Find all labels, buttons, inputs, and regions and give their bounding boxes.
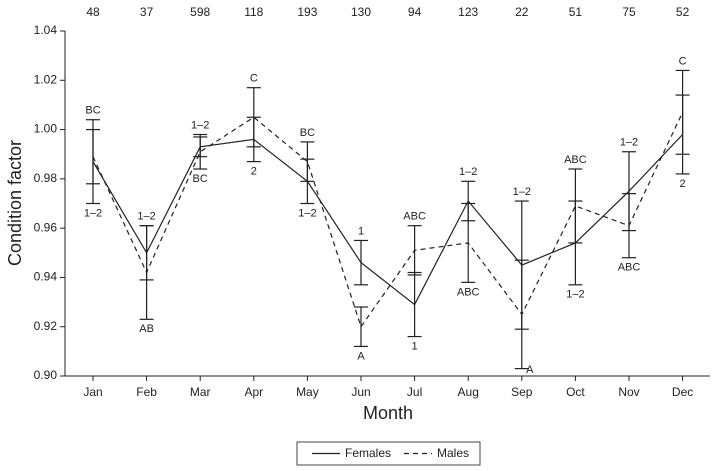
annotation-above: BC (300, 127, 315, 139)
error-bar (461, 202, 476, 283)
sample-size: 52 (676, 5, 690, 19)
annotation-above: 1–2 (191, 119, 209, 131)
sample-size: 598 (190, 5, 210, 19)
annotation-below: ABC (618, 262, 641, 274)
annotation-below: ABC (457, 286, 480, 298)
error-bar (407, 271, 422, 338)
error-bar (514, 259, 529, 370)
sample-size: 51 (569, 5, 583, 19)
y-tick-label: 1.00 (34, 122, 58, 136)
annotation-above: C (250, 73, 258, 85)
error-bar (568, 168, 583, 244)
error-bar (139, 225, 154, 320)
annotation-above: ABC (564, 154, 587, 166)
y-tick-label: 1.02 (34, 72, 58, 86)
annotation-below: 1–2 (298, 207, 316, 219)
error-bar (86, 128, 100, 185)
x-tick-label: Apr (244, 385, 263, 399)
sample-size: 193 (297, 5, 317, 19)
sample-size: 37 (140, 5, 154, 19)
sample-size: 123 (458, 5, 478, 19)
x-tick-label: Jan (83, 385, 102, 399)
y-axis-title: Condition factor (5, 140, 25, 266)
x-tick-label: Nov (618, 385, 639, 399)
x-tick-label: Jun (351, 385, 370, 399)
error-bar (407, 225, 422, 276)
annotation-below: A (357, 350, 365, 362)
x-tick-label: Feb (136, 385, 157, 399)
sample-size: 22 (515, 5, 529, 19)
legend-label: Males (437, 446, 469, 460)
annotation-above: 1–2 (620, 137, 638, 149)
x-axis-title: Month (363, 403, 413, 423)
annotation-above: BC (85, 105, 100, 117)
annotation-above: C (679, 55, 687, 67)
annotation-above: 1–2 (137, 211, 155, 223)
annotation-below: BC (193, 173, 208, 185)
error-bar (300, 141, 315, 182)
annotation-above: 1–2 (513, 186, 531, 198)
x-tick-label: Mar (190, 385, 211, 399)
x-tick-label: Jul (407, 385, 422, 399)
y-tick-label: 1.04 (34, 23, 58, 37)
annotation-above: 1 (358, 225, 364, 237)
error-bar (193, 133, 208, 170)
series-line (92, 112, 684, 329)
y-tick-label: 0.98 (34, 171, 58, 185)
x-tick-label: Oct (566, 385, 585, 399)
error-bar (622, 193, 636, 259)
x-tick-label: Aug (458, 385, 479, 399)
y-tick-label: 0.92 (34, 319, 58, 333)
y-tick-label: 0.94 (34, 270, 58, 284)
annotation-above: ABC (403, 211, 426, 223)
y-tick-label: 0.96 (34, 220, 58, 234)
error-bar (354, 239, 368, 286)
x-tick-label: May (296, 385, 319, 399)
x-tick-label: Sep (511, 385, 533, 399)
sample-size: 130 (351, 5, 371, 19)
annotation-below: 2 (251, 166, 257, 178)
sample-size: 118 (244, 5, 263, 19)
error-bar (675, 69, 690, 155)
error-bar (354, 306, 368, 348)
y-tick-label: 0.90 (34, 368, 58, 382)
annotation-below: 2 (680, 178, 686, 190)
sample-size: 94 (408, 5, 422, 19)
annotation-below: AB (139, 323, 154, 335)
annotation-below: 1–2 (84, 207, 102, 219)
legend-label: Females (345, 446, 391, 460)
annotation-below: 1 (412, 340, 418, 352)
annotation-below: A (526, 364, 534, 376)
error-bar (246, 87, 261, 148)
annotation-below: 1–2 (566, 289, 584, 301)
sample-size: 75 (622, 5, 636, 19)
annotation-above: 1–2 (459, 166, 477, 178)
x-tick-label: Dec (672, 385, 693, 399)
series-line (92, 134, 684, 306)
legend-box (296, 441, 481, 466)
sample-size: 48 (86, 5, 100, 19)
